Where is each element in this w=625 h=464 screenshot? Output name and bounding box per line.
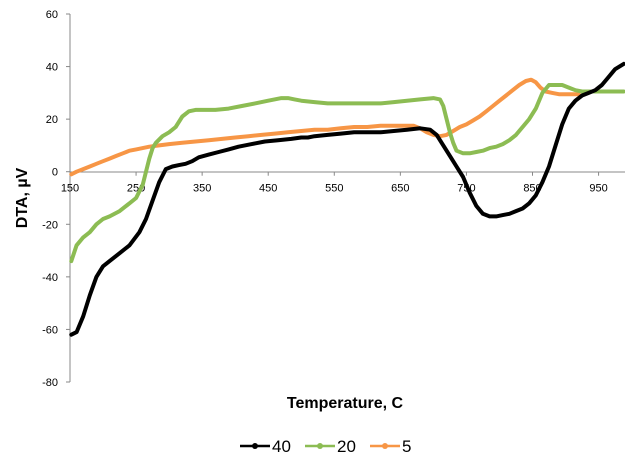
y-tick-label: -40 [42,272,58,284]
legend-item-20: 20 [305,437,356,456]
legend-item-5: 5 [370,437,411,456]
series-line-5 [69,77,581,177]
y-tick-label: -60 [42,324,58,336]
y-tick-label: 40 [46,62,58,74]
legend-marker [317,443,323,449]
series-line-40 [69,61,625,337]
x-tick-label: 150 [61,183,79,195]
y-tick-label: -80 [42,377,58,389]
x-tick-labels: 150 250 350 450 550 650 750 850 950 [61,171,608,195]
legend-marker [252,443,258,449]
y-tick-label: 60 [46,9,58,21]
x-tick-label: 650 [391,183,409,195]
x-axis: 150 250 350 450 550 650 750 850 950 [61,171,625,195]
legend: 40 20 5 [240,437,411,456]
x-tick-label: 450 [259,183,277,195]
y-axis-title: DTA, µV [14,167,31,228]
y-tick-label: -20 [42,219,58,231]
legend-label: 5 [402,437,411,456]
legend-label: 20 [337,437,356,456]
x-tick-label: 550 [325,183,343,195]
series-lines [69,61,625,337]
x-axis-title: Temperature, C [287,395,404,412]
y-axis: -80 -60 -40 -20 0 20 40 60 [42,9,71,389]
y-tick-labels: -80 -60 -40 -20 0 20 40 60 [42,9,70,389]
legend-item-40: 40 [240,437,291,456]
y-tick-label: 0 [52,167,58,179]
legend-marker [382,443,388,449]
x-tick-label: 350 [193,183,211,195]
legend-label: 40 [272,437,291,456]
series-line-20 [69,83,625,264]
y-tick-label: 20 [46,114,58,126]
x-tick-label: 950 [589,183,607,195]
